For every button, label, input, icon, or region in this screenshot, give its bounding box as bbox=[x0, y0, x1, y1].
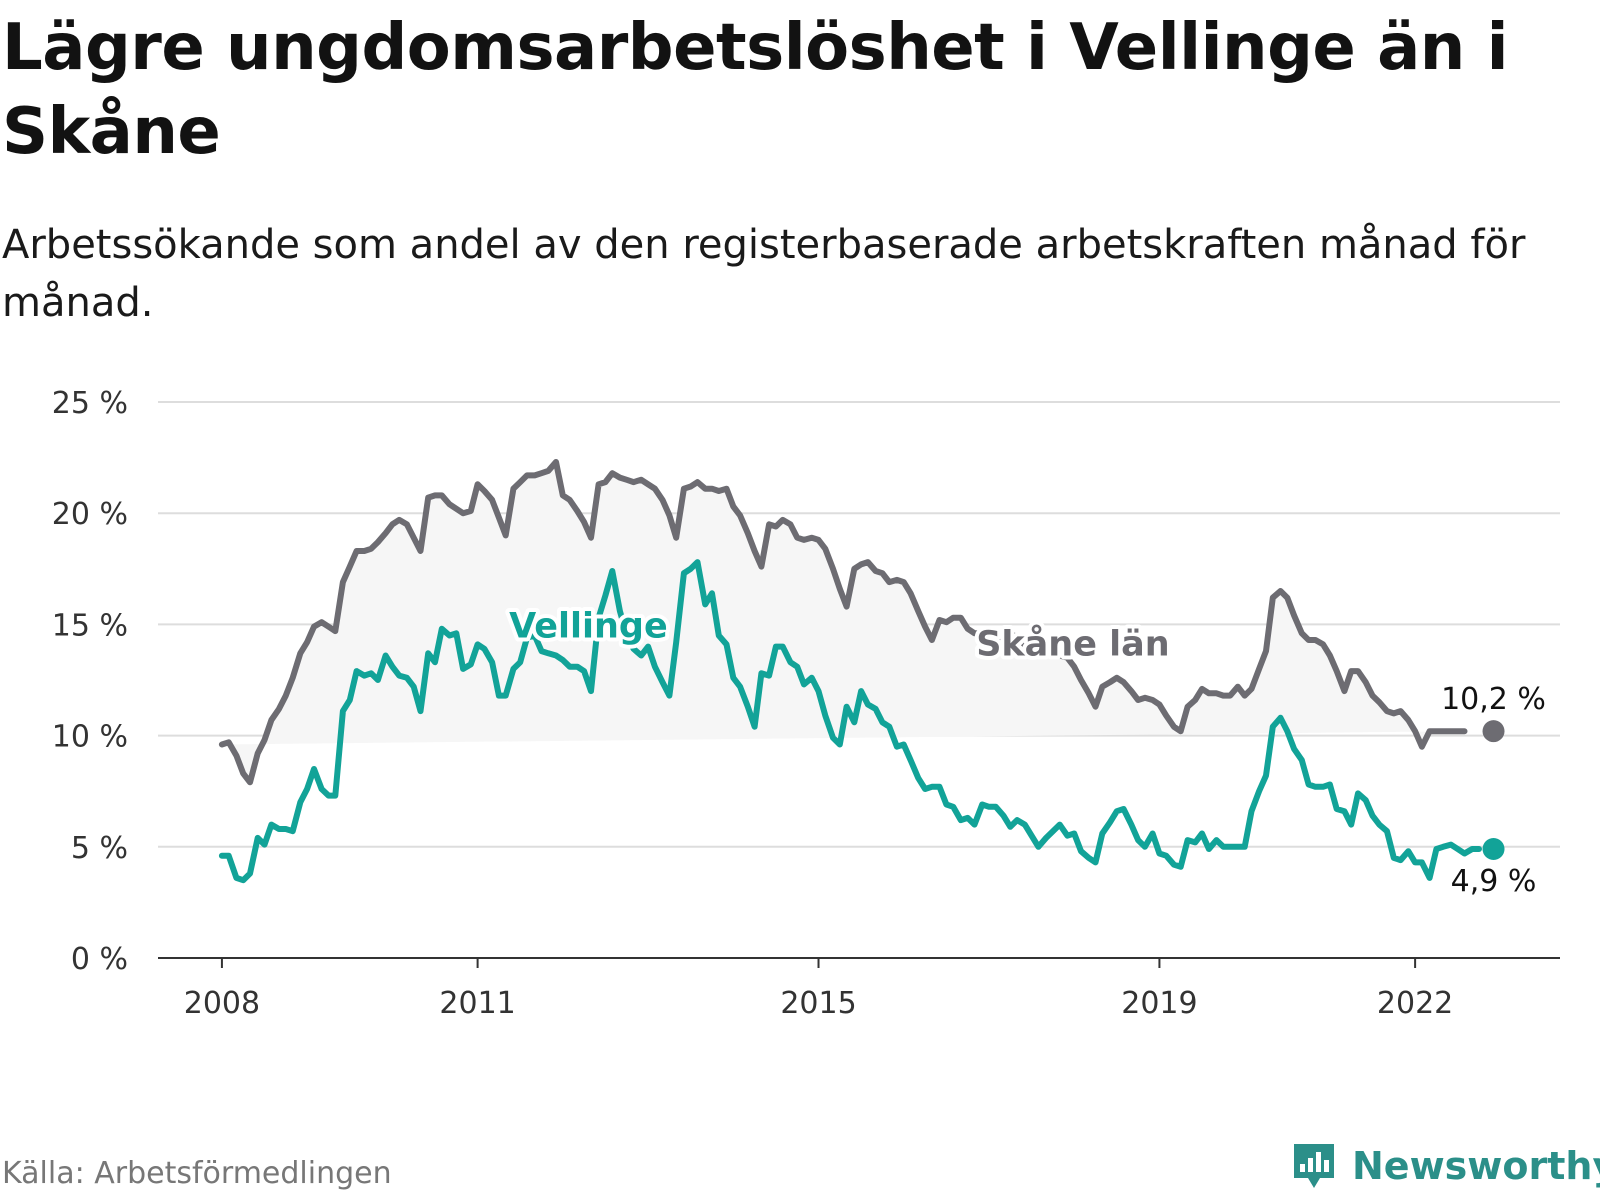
brand-name: Newsworthy bbox=[1352, 1144, 1600, 1188]
x-tick-label: 2015 bbox=[780, 986, 856, 1021]
newsworthy-logo-icon bbox=[1294, 1144, 1334, 1188]
source-note: Källa: Arbetsförmedlingen bbox=[2, 1156, 392, 1191]
series-lines bbox=[218, 459, 1505, 884]
series-label-vellinge: Vellinge bbox=[509, 607, 668, 647]
y-tick-label: 5 % bbox=[71, 831, 128, 866]
x-tick-label: 2022 bbox=[1377, 986, 1453, 1021]
line-chart: 0 % 5 % 10 % 15 % 20 % 25 % 2008 2011 2015 2019 20… bbox=[52, 386, 1560, 1021]
chart-subtitle: Arbetssökande som andel av den registerb… bbox=[2, 222, 1526, 326]
axes: 0 % 5 % 10 % 15 % 20 % 25 % 2008 2011 2015 2019 20… bbox=[52, 386, 1560, 1021]
end-value-label-vellinge: 4,9 % bbox=[1451, 864, 1537, 899]
series-line-vellinge bbox=[218, 559, 1482, 884]
y-tick-label: 25 % bbox=[52, 386, 128, 421]
y-tick-label: 10 % bbox=[52, 720, 128, 755]
x-tick-label: 2008 bbox=[184, 986, 260, 1021]
series-end-point bbox=[1482, 720, 1505, 743]
end-value-label-skane: 10,2 % bbox=[1441, 682, 1546, 717]
chart-labels: 10,2 % 4,9 % Skåne län Vellinge bbox=[505, 603, 1546, 900]
x-tick-label: 2019 bbox=[1121, 986, 1197, 1021]
x-tick-label: 2011 bbox=[439, 986, 515, 1021]
y-tick-label: 15 % bbox=[52, 608, 128, 643]
chart-title: Lägre ungdomsarbetslöshet i Vellinge än … bbox=[2, 11, 1509, 169]
y-tick-label: 0 % bbox=[71, 942, 128, 977]
series-label-skane: Skåne län bbox=[976, 623, 1169, 664]
y-tick-label: 20 % bbox=[52, 497, 128, 532]
series-end-point bbox=[1482, 838, 1505, 861]
brand-logo: Newsworthy bbox=[1290, 1140, 1600, 1192]
series-line-skne-ln bbox=[218, 459, 1468, 786]
